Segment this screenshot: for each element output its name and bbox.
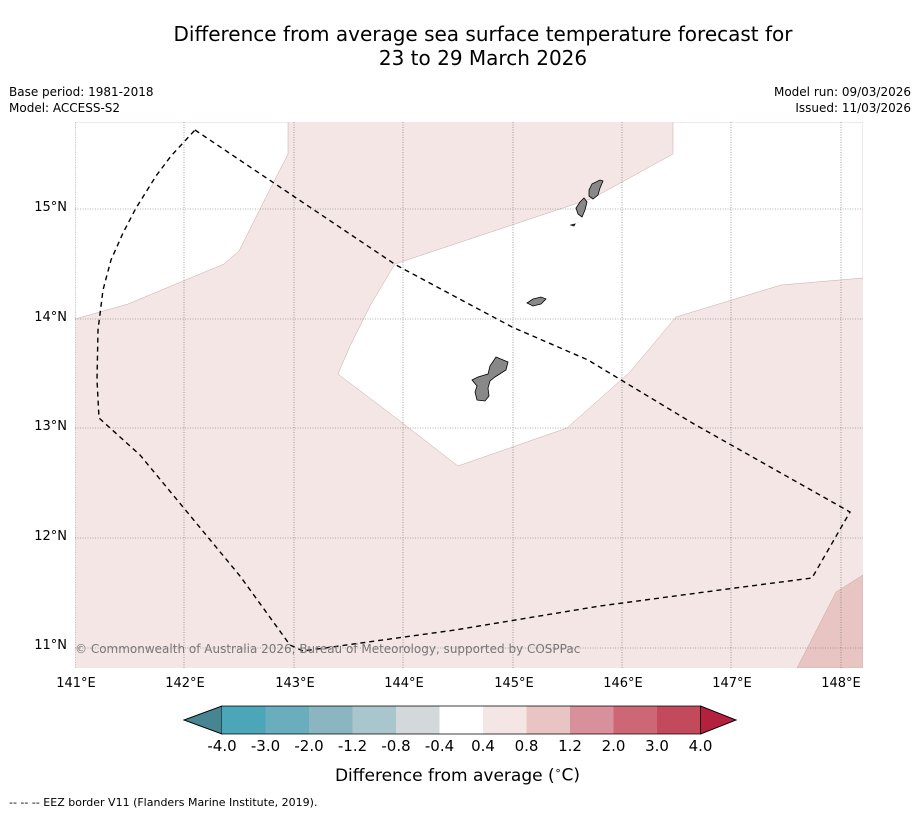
model-run: Model run: 09/03/2026 (773, 85, 911, 99)
lon-label-148e: 148°E (821, 676, 861, 691)
lat-label-12n: 12°N (34, 529, 67, 544)
colorbar-tick-label: 2.0 (601, 737, 626, 755)
island-saipan (588, 179, 604, 200)
lat-label-13n: 13°N (34, 419, 67, 434)
colorbar-outline (182, 705, 738, 735)
colorbar-tick-label: 3.0 (645, 737, 669, 755)
colorbar-segment (222, 706, 266, 734)
copyright-notice: © Commonwealth of Australia 2026, Bureau… (75, 642, 580, 656)
colorbar-segment (526, 706, 570, 734)
degree-symbol: ∘ (554, 764, 562, 777)
base-period: Base period: 1981-2018 (9, 85, 154, 99)
colorbar-segment (439, 706, 483, 734)
colorbar-segment (265, 706, 309, 734)
colorbar-title: Difference from average (∘C) (1, 764, 919, 786)
lon-label-145e: 145°E (494, 676, 534, 691)
colorbar-segment (570, 706, 614, 734)
lon-label-142e: 142°E (165, 676, 205, 691)
eez-footnote: -- -- -- EEZ border V11 (Flanders Marine… (9, 796, 318, 809)
colorbar-segment (613, 706, 657, 734)
lat-label-14n: 14°N (34, 310, 67, 325)
island-aguijan (569, 223, 576, 227)
lon-label-144e: 144°E (384, 676, 424, 691)
colorbar-label: Difference from average ( (334, 765, 555, 786)
colorbar-segment (483, 706, 527, 734)
title-line-2: 23 to 29 March 2026 (378, 46, 588, 70)
colorbar-tick-label: -1.2 (337, 737, 368, 755)
colorbar-tick-label: 0.4 (471, 737, 495, 755)
neutral-region-central (337, 122, 863, 467)
colorbar-tick-label: 1.2 (558, 737, 582, 755)
colorbar-segment (352, 706, 396, 734)
colorbar-tick-label: -4.0 (207, 737, 237, 755)
colorbar-unit: C) (561, 765, 581, 786)
lat-label-11n: 11°N (34, 638, 67, 653)
issued-date: Issued: 11/03/2026 (795, 101, 911, 115)
anomaly-region-medium (796, 574, 863, 668)
colorbar-tick-label: -3.0 (250, 737, 281, 755)
colorbar-tick-label: -0.4 (424, 737, 455, 755)
colorbar-segment (309, 706, 353, 734)
colorbar-segment (396, 706, 440, 734)
colorbar-extend-high (700, 705, 738, 735)
chart-title: Difference from average sea surface temp… (0, 22, 919, 70)
lon-label-147e: 147°E (712, 676, 752, 691)
lon-label-143e: 143°E (275, 676, 315, 691)
lon-label-141e: 141°E (56, 676, 96, 691)
island-tinian (575, 197, 588, 218)
lon-label-146e: 146°E (603, 676, 643, 691)
map-area (75, 122, 863, 668)
neutral-region-northwest (75, 122, 289, 320)
colorbar-tick-label: 0.8 (514, 737, 539, 755)
metadata-right: Model run: 09/03/2026 Issued: 11/03/2026 (774, 84, 911, 116)
title-line-1: Difference from average sea surface temp… (173, 22, 793, 46)
lat-label-15n: 15°N (34, 200, 67, 215)
colorbar-extend-low (182, 705, 223, 735)
eez-border (96, 129, 851, 652)
colorbar-tick-label: -2.0 (294, 737, 324, 755)
island-rota (526, 296, 547, 307)
island-group (471, 179, 604, 402)
metadata-left: Base period: 1981-2018 Model: ACCESS-S2 (9, 84, 154, 116)
colorbar-tick-label: -0.8 (381, 737, 411, 755)
colorbar-segment (657, 706, 701, 734)
colorbar-tick-label: 4.0 (688, 737, 713, 755)
graticule (75, 122, 863, 668)
island-guam (471, 356, 509, 402)
colorbar (182, 705, 738, 735)
model-name: Model: ACCESS-S2 (9, 101, 121, 115)
